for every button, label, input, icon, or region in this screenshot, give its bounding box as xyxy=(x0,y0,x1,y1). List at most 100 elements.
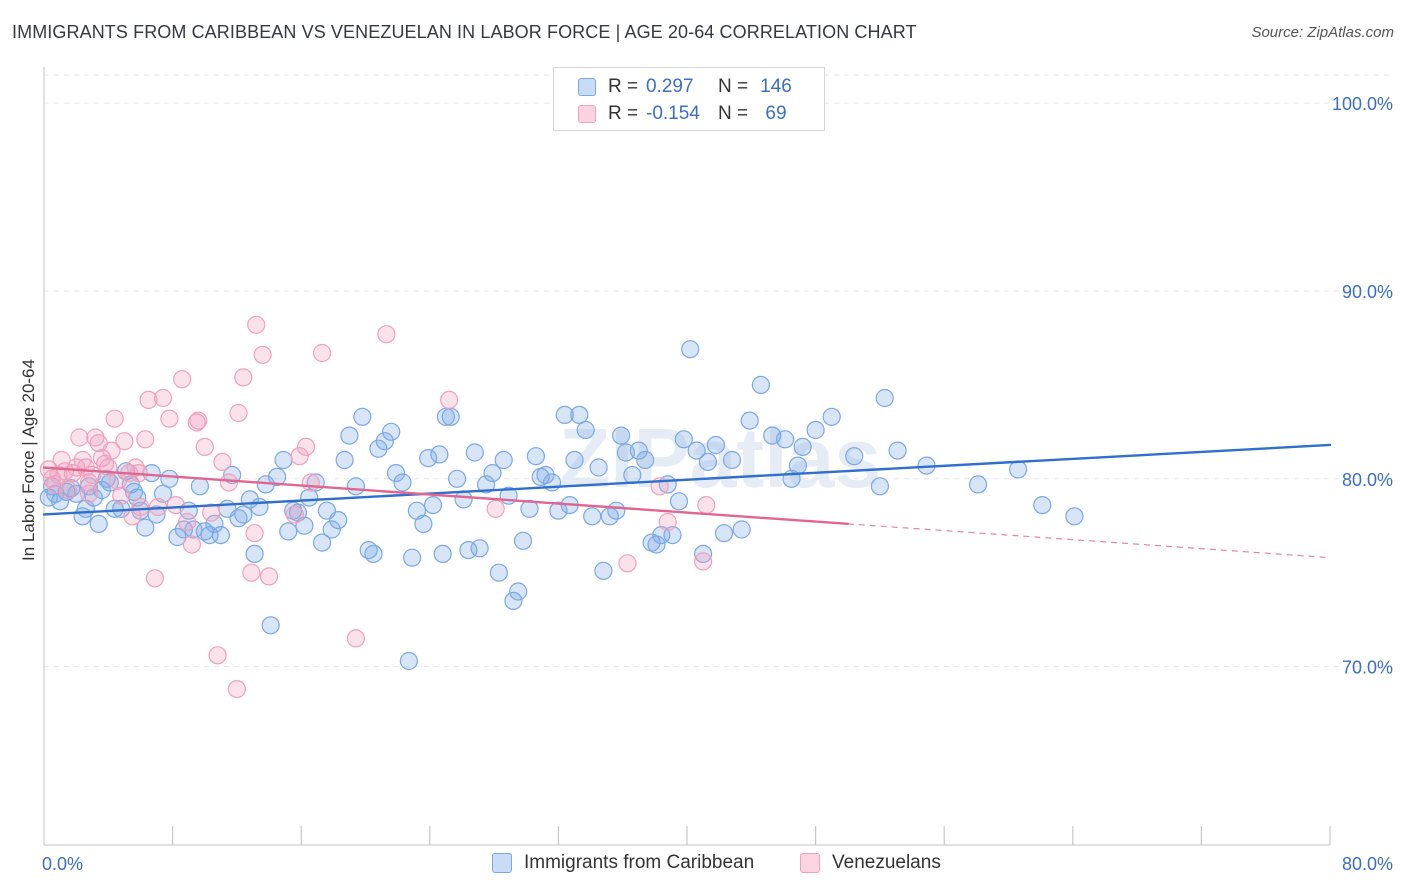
data-point xyxy=(636,450,655,470)
data-point xyxy=(245,524,264,543)
data-point xyxy=(465,443,484,462)
data-point xyxy=(576,420,595,440)
data-point xyxy=(555,405,574,424)
data-point xyxy=(195,437,214,456)
stats-row-caribbean: R = 0.297 N = 146 xyxy=(578,74,796,100)
data-point xyxy=(775,430,795,449)
data-point xyxy=(489,563,508,582)
data-point xyxy=(377,325,396,344)
data-point xyxy=(346,629,365,648)
x-tick-label-max: 80.0% xyxy=(1342,854,1393,874)
trend-line-venezuelans xyxy=(42,466,849,526)
data-point xyxy=(414,514,433,534)
axes xyxy=(43,67,1331,846)
data-point xyxy=(160,409,179,428)
data-point xyxy=(92,449,112,468)
data-point xyxy=(340,426,359,445)
data-point xyxy=(722,450,742,470)
data-point xyxy=(483,464,502,483)
data-point xyxy=(259,567,279,586)
data-point xyxy=(629,441,648,460)
data-point xyxy=(173,370,192,389)
r-value: 0.297 xyxy=(646,76,694,97)
r-value: -0.154 xyxy=(646,103,700,124)
data-point xyxy=(697,496,716,515)
legend: Immigrants from Caribbean Venezuelans xyxy=(0,852,1406,878)
source-label: Source: ZipAtlas.com xyxy=(1251,24,1394,41)
data-point xyxy=(513,531,533,550)
data-point xyxy=(142,464,161,483)
legend-item-caribbean[interactable]: Immigrants from Caribbean xyxy=(492,852,754,874)
data-point xyxy=(611,426,631,445)
data-point xyxy=(313,533,332,552)
data-point xyxy=(693,552,713,571)
data-point xyxy=(687,441,706,460)
data-point xyxy=(353,407,372,426)
stats-swatch-caribbean xyxy=(578,78,596,96)
data-point xyxy=(219,473,238,492)
data-point xyxy=(261,616,280,635)
data-point xyxy=(211,525,230,545)
data-point xyxy=(184,520,203,539)
data-point xyxy=(433,544,452,564)
data-point xyxy=(430,445,449,464)
data-point xyxy=(346,477,365,496)
data-point xyxy=(168,527,187,547)
data-point xyxy=(494,450,513,470)
data-point xyxy=(205,514,224,534)
data-point xyxy=(285,505,304,524)
data-point xyxy=(229,403,248,423)
y-tick-label: 90.0% xyxy=(1342,282,1393,302)
data-point xyxy=(202,503,221,522)
data-point xyxy=(423,496,443,515)
data-point xyxy=(227,679,246,699)
data-point xyxy=(693,544,713,564)
data-point xyxy=(115,432,134,451)
data-point xyxy=(182,535,201,554)
data-point xyxy=(589,458,608,477)
data-point xyxy=(322,520,341,539)
data-point xyxy=(187,413,206,432)
data-point xyxy=(751,375,771,394)
legend-item-venezuelans[interactable]: Venezuelans xyxy=(800,852,941,874)
data-point xyxy=(245,544,264,564)
data-point xyxy=(470,539,489,558)
r-label: R = xyxy=(608,103,639,124)
data-point xyxy=(208,646,227,665)
data-point xyxy=(793,437,812,456)
legend-swatch-venezuelans xyxy=(800,853,820,873)
data-point xyxy=(845,447,864,466)
data-point xyxy=(968,475,988,494)
data-point xyxy=(145,569,164,588)
legend-swatch-caribbean xyxy=(492,853,512,873)
tick-labels: 70.0% 80.0% 90.0% 100.0% 0.0% 80.0% xyxy=(42,94,1393,874)
data-point xyxy=(486,499,505,518)
data-point xyxy=(234,368,253,387)
data-point xyxy=(136,430,155,449)
data-point xyxy=(234,505,253,524)
legend-label-venezuelans: Venezuelans xyxy=(832,852,941,873)
data-point xyxy=(247,315,266,334)
data-point xyxy=(329,510,348,530)
data-point xyxy=(70,428,89,447)
data-point xyxy=(822,407,841,426)
stats-box: R = 0.297 N = 146 R = -0.154 N = 69 xyxy=(553,67,825,131)
y-axis-label: In Labor Force | Age 20-64 xyxy=(19,359,38,561)
data-point xyxy=(477,475,496,494)
y-tick-label: 70.0% xyxy=(1342,658,1393,678)
data-point xyxy=(296,437,316,456)
data-point xyxy=(126,458,145,477)
data-point xyxy=(565,450,584,470)
data-point xyxy=(647,535,666,554)
data-point xyxy=(549,501,568,520)
data-point xyxy=(870,477,890,496)
data-point xyxy=(403,548,422,567)
data-point xyxy=(732,520,751,539)
data-point xyxy=(1033,496,1052,515)
n-value: 69 xyxy=(765,103,787,124)
data-point xyxy=(441,407,460,426)
data-point xyxy=(520,499,539,518)
data-point xyxy=(58,480,78,500)
data-point xyxy=(806,420,825,440)
data-point xyxy=(166,496,185,515)
